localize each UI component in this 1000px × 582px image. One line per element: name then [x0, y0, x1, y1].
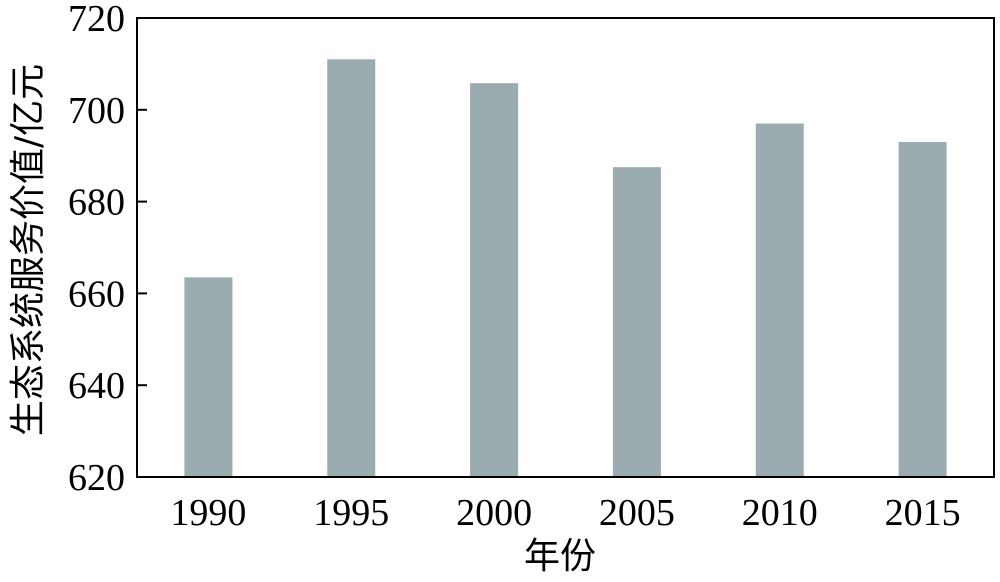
axes-layer [136, 17, 995, 478]
bar-2005 [612, 167, 661, 478]
bar-1995 [327, 59, 376, 478]
bars-layer [184, 59, 947, 478]
y-tick-label: 640 [68, 365, 125, 407]
x-tick-label: 2000 [456, 492, 532, 534]
x-axis-title: 年份 [524, 536, 596, 577]
y-axis-title: 生态系统服务价值/亿元 [8, 64, 49, 436]
x-tick-label: 2005 [599, 492, 675, 534]
plot-frame [136, 17, 995, 478]
x-tick-label: 2010 [742, 492, 818, 534]
bar-2015 [898, 141, 947, 477]
bar-2000 [470, 83, 519, 477]
bar-2010 [755, 123, 804, 477]
ticks-layer: 1990 1995 2000 2005 2010 2015 620 640 660 680 700 7… [68, 0, 961, 534]
y-tick-label: 680 [68, 182, 125, 224]
bar-1990 [184, 277, 233, 477]
y-tick-label: 720 [68, 0, 125, 40]
y-tick-label: 620 [68, 457, 125, 499]
y-tick-label: 660 [68, 273, 125, 315]
x-tick-label: 2015 [885, 492, 961, 534]
x-tick-label: 1995 [313, 492, 389, 534]
x-tick-label: 1990 [170, 492, 246, 534]
y-tick-label: 700 [68, 90, 125, 132]
